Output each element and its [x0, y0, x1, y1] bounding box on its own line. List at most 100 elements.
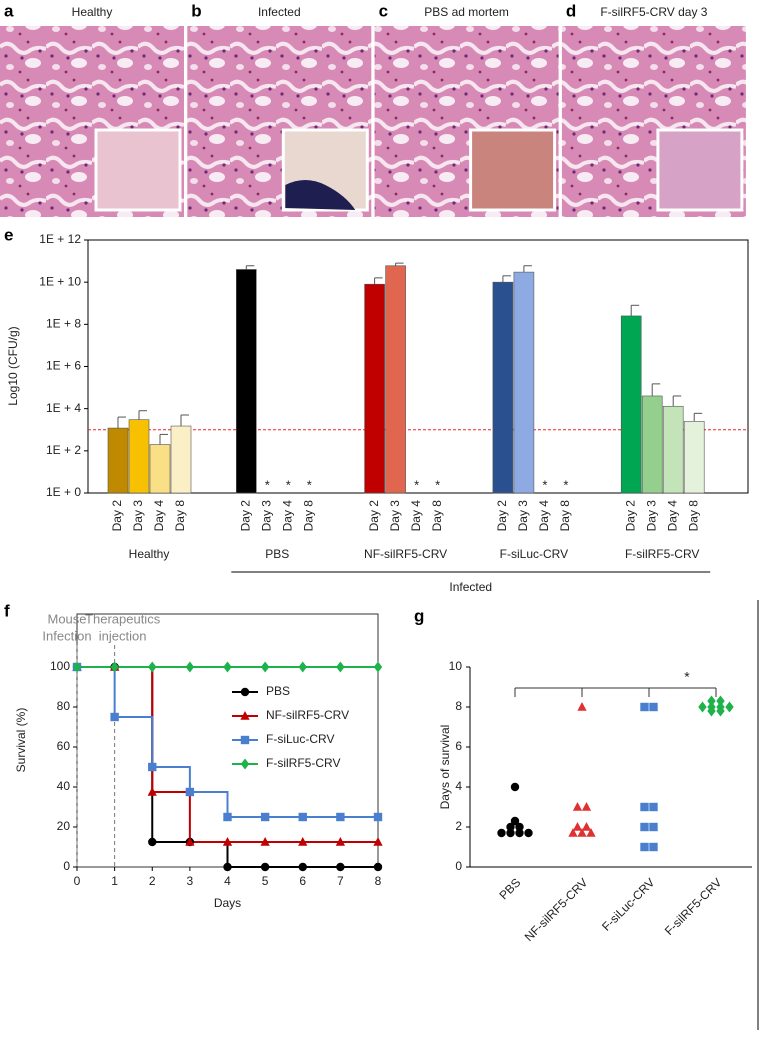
data-point [336, 862, 345, 872]
legend-label: NF-silRF5-CRV [266, 708, 349, 722]
x-tick-label: Day 2 [623, 500, 637, 532]
x-tick-label: Day 3 [644, 500, 658, 532]
data-point [185, 836, 195, 846]
x-tick-label: Day 4 [665, 500, 679, 532]
data-point [716, 695, 725, 707]
x-tick-label: Day 3 [516, 500, 530, 532]
data-point [223, 862, 232, 872]
data-point [572, 801, 583, 811]
data-point [640, 822, 649, 832]
x-tick-label: NF-silRF5-CRV [522, 875, 591, 944]
data-point [581, 801, 592, 811]
panel-letter: f [4, 601, 10, 620]
group-label: F-silRF5-CRV [625, 547, 699, 561]
data-point [506, 822, 515, 832]
y-tick-label: 100 [50, 659, 70, 673]
legend-label: PBS [266, 684, 290, 698]
y-tick-label: 80 [57, 699, 71, 713]
y-tick-label: 0 [455, 859, 462, 873]
bar [170, 425, 192, 494]
data-point [515, 828, 524, 838]
y-tick-label: 1E + 10 [39, 274, 81, 288]
data-point [581, 821, 592, 831]
annotation: injection [99, 628, 147, 643]
group-label: Healthy [129, 547, 170, 561]
data-point [260, 661, 270, 673]
data-point [222, 836, 233, 846]
x-tick-label: 2 [149, 874, 156, 888]
bar [107, 427, 129, 494]
x-tick-label: Day 8 [430, 500, 444, 532]
data-point [725, 701, 734, 713]
y-tick-label: 1E + 12 [39, 232, 81, 246]
y-tick-label: 1E + 8 [46, 317, 81, 331]
data-point [577, 701, 587, 711]
group-bracket-label: Infected [449, 580, 492, 594]
data-point [298, 812, 307, 822]
data-point [336, 661, 345, 673]
x-tick-label: PBS [496, 875, 523, 902]
y-tick-label: 20 [57, 819, 71, 833]
x-tick-label: Day 8 [558, 500, 572, 532]
data-point [497, 828, 506, 838]
y-tick-label: 0 [63, 859, 70, 873]
bar [662, 405, 684, 494]
data-point [698, 701, 707, 713]
missing-marker: * [563, 477, 568, 492]
x-tick-label: 7 [337, 874, 344, 888]
data-point [185, 661, 195, 673]
bar [364, 283, 385, 494]
data-point [716, 705, 725, 717]
bar [641, 395, 663, 494]
data-point [373, 862, 383, 872]
x-tick-label: 5 [262, 874, 269, 888]
y-tick-label: 1E + 0 [46, 485, 81, 499]
data-point [515, 822, 524, 832]
panel-letter: b [191, 1, 201, 20]
x-tick-label: 4 [224, 874, 231, 888]
data-point [298, 661, 307, 673]
y-axis-label: Days of survival [438, 725, 452, 810]
x-tick-label: Day 4 [280, 500, 294, 532]
legend-label: F-silRF5-CRV [266, 756, 340, 770]
inset-image [656, 128, 744, 212]
x-tick-label: 3 [187, 874, 194, 888]
image-title: F-silRF5-CRV day 3 [600, 5, 707, 19]
data-point [524, 828, 533, 838]
y-tick-label: 40 [57, 779, 71, 793]
inset-image [94, 128, 182, 212]
data-point [72, 661, 82, 673]
bar [149, 444, 171, 494]
x-tick-label: F-silRF5-CRV [662, 875, 725, 938]
data-point [506, 828, 515, 838]
bar [620, 315, 642, 494]
annotation: Infection [42, 628, 91, 643]
bar [492, 281, 514, 494]
y-tick-label: 2 [455, 819, 462, 833]
x-tick-label: Day 3 [131, 500, 145, 532]
data-point [568, 827, 578, 837]
legend-marker [240, 758, 250, 770]
group-label: NF-silRF5-CRV [364, 547, 447, 561]
image-title: Infected [258, 5, 301, 19]
data-point [336, 812, 345, 822]
y-axis-label: Survival (%) [14, 708, 28, 773]
y-axis-label: Log10 (CFU/g) [6, 326, 20, 405]
group-label: F-siLuc-CRV [500, 547, 568, 561]
panel-letter: e [4, 225, 13, 244]
significance-label: * [684, 669, 690, 685]
x-tick-label: 1 [111, 874, 118, 888]
x-tick-label: Day 2 [495, 500, 509, 532]
x-tick-label: Day 8 [686, 500, 700, 532]
data-point [185, 787, 195, 797]
legend-marker [240, 735, 250, 745]
data-point [298, 836, 308, 846]
missing-marker: * [542, 477, 547, 492]
y-tick-label: 6 [455, 739, 462, 753]
panel-letter: d [566, 1, 576, 20]
x-tick-label: Day 8 [301, 500, 315, 532]
missing-marker: * [265, 477, 270, 492]
bar [385, 265, 406, 494]
group-label: PBS [265, 547, 289, 561]
